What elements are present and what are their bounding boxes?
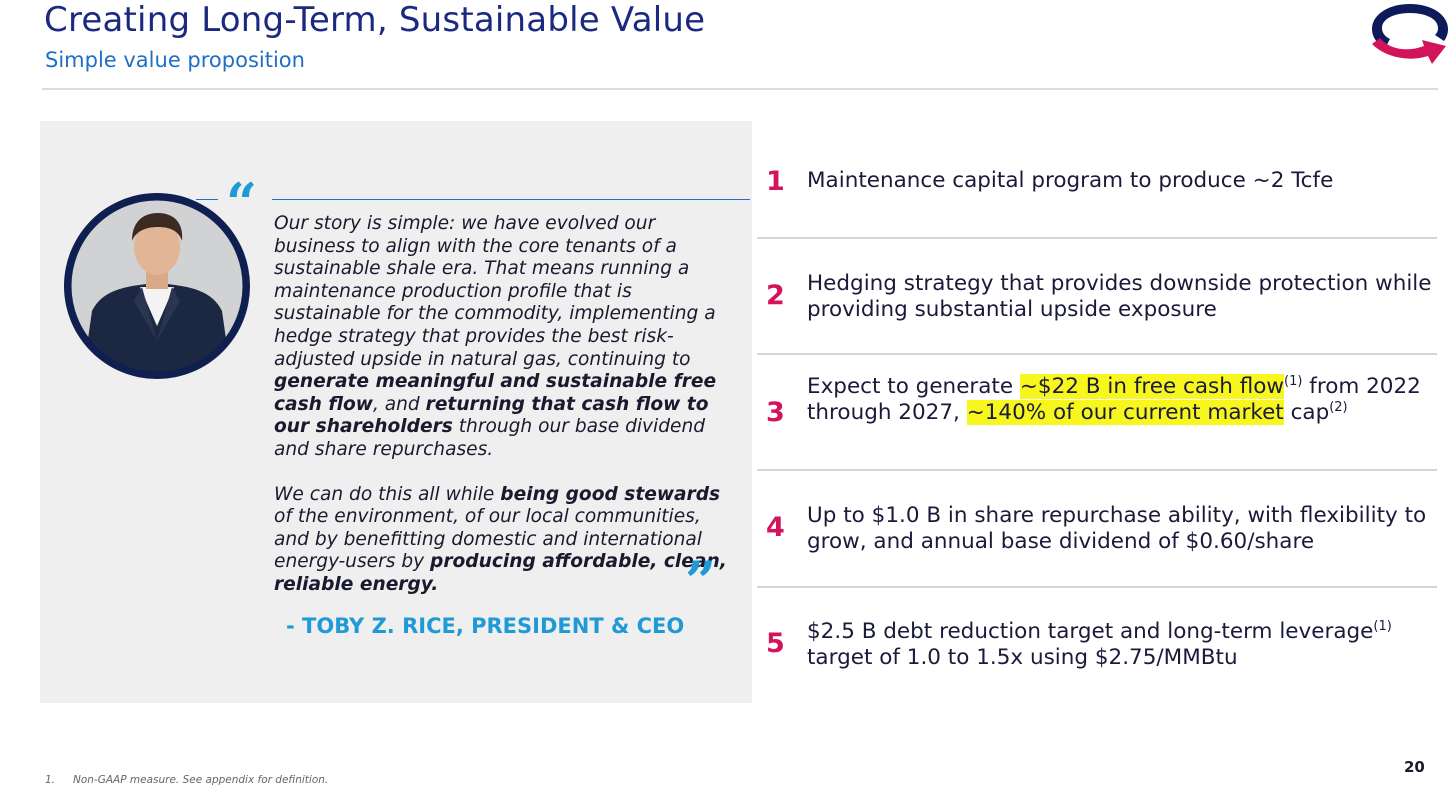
footnote: 1. Non-GAAP measure. See appendix for def… [45,774,328,786]
footnote-text: Non-GAAP measure. See appendix for defin… [73,774,329,786]
point-text-run: from 2022 through 2027, [807,374,1421,425]
company-logo-icon [1372,4,1448,64]
highlighted-text: ~140% of our current market [966,400,1284,425]
point-text-run: target of 1.0 to 1.5x using $2.75/MMBtu [807,645,1238,670]
quote-text-run: , and [372,393,426,415]
footnote-reference: (1) [1284,373,1303,389]
page-number: 20 [1404,758,1425,776]
point-text-run: Up to $1.0 B in share repurchase ability… [807,503,1427,554]
point-divider [757,237,1437,239]
point-number: 4 [766,512,785,543]
footnote-reference: (2) [1329,399,1348,415]
point-text-run: Hedging strategy that provides downside … [807,271,1432,322]
point-text: $2.5 B debt reduction target and long-te… [807,619,1437,671]
point-text-run: cap [1283,400,1330,425]
point-text-run: Expect to generate [807,374,1020,399]
page-subtitle: Simple value proposition [45,48,305,72]
close-quote-icon: ” [685,549,717,613]
point-number: 2 [766,280,785,311]
page-title: Creating Long-Term, Sustainable Value [44,0,706,40]
quote-emphasis: being good stewards [500,483,721,505]
point-divider [757,469,1437,471]
ceo-portrait-photo [64,193,250,379]
footnote-reference: (1) [1373,618,1392,634]
open-quote-icon: “ [226,171,258,235]
point-text: Hedging strategy that provides downside … [807,271,1437,323]
point-text: Maintenance capital program to produce ~… [807,168,1437,194]
quote-emphasis: generate meaningful and sustainable free… [274,371,717,415]
header-divider [42,88,1438,90]
quote-emphasis: producing affordable, clean, reliable en… [274,551,727,595]
highlighted-text: ~$22 B in free cash flow [1019,374,1284,399]
quote-paragraph-2: We can do this all while being good stew… [274,484,734,597]
point-text: Up to $1.0 B in share repurchase ability… [807,503,1437,555]
point-text: Expect to generate ~$22 B in free cash f… [807,374,1437,426]
quote-text-run: We can do this all while [274,483,501,505]
quote-attribution: - TOBY Z. RICE, PRESIDENT & CEO [286,614,685,638]
point-text-run: Maintenance capital program to produce ~… [807,168,1334,193]
quote-rule-left [196,199,218,200]
quote-text-run: Our story is simple: we have evolved our… [274,213,716,370]
point-divider [757,586,1437,588]
quote-paragraph-1: Our story is simple: we have evolved our… [274,213,734,462]
quote-rule [272,199,750,200]
quote-text-run: of the environment, of our local communi… [274,506,702,573]
ceo-quote: Our story is simple: we have evolved our… [274,213,734,597]
quote-emphasis: returning that cash flow to our sharehol… [274,393,709,438]
point-number: 3 [766,397,785,428]
footnote-number: 1. [45,774,56,786]
quote-text-run: through our base dividend and share repu… [274,416,706,460]
point-divider [757,353,1437,355]
point-text-run: $2.5 B debt reduction target and long-te… [807,619,1374,644]
point-number: 1 [766,166,785,197]
point-number: 5 [766,628,785,659]
